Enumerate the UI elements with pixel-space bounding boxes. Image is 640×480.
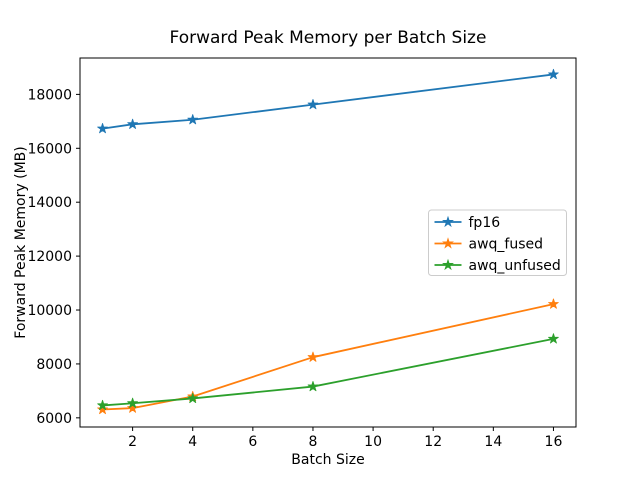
data-point-marker-awq_unfused bbox=[307, 380, 319, 392]
data-point-marker-awq_fused bbox=[97, 403, 108, 415]
legend-marker bbox=[442, 237, 454, 249]
legend-label: awq_fused bbox=[469, 237, 544, 253]
x-tick-label: 2 bbox=[128, 434, 137, 450]
x-tick-label: 14 bbox=[484, 434, 502, 450]
legend-entry-awq_unfused: awq_unfused bbox=[434, 258, 561, 274]
y-tick-label: 6000 bbox=[36, 411, 72, 427]
y-tick-label: 14000 bbox=[27, 195, 72, 211]
data-point-marker-awq_unfused bbox=[187, 392, 199, 404]
x-tick-label: 4 bbox=[188, 434, 197, 450]
data-point-marker-awq_fused bbox=[127, 402, 138, 413]
data-point-marker-awq_fused bbox=[548, 298, 559, 309]
x-tick-label: 8 bbox=[309, 434, 318, 450]
data-point-marker-awq_unfused bbox=[548, 333, 559, 344]
data-point-marker-fp16 bbox=[127, 118, 138, 129]
series-fp16 bbox=[97, 68, 559, 134]
plot-frame bbox=[79, 57, 577, 428]
legend-entry-fp16: fp16 bbox=[434, 215, 501, 231]
data-point-marker-awq_fused bbox=[307, 351, 319, 362]
data-point-marker-awq_unfused bbox=[127, 397, 138, 408]
data-point-marker-fp16 bbox=[97, 123, 108, 134]
x-tick-label: 16 bbox=[545, 434, 563, 450]
x-tick-label: 10 bbox=[364, 434, 382, 450]
y-tick-label: 16000 bbox=[27, 141, 72, 157]
y-tick-label: 10000 bbox=[27, 303, 72, 319]
data-point-marker-awq_unfused bbox=[97, 399, 108, 411]
ticks-layer: 2 4 6 8 10 12 14 16 6000 8000 10000 12000 14000 16000… bbox=[27, 87, 562, 450]
legend-box bbox=[428, 209, 567, 276]
series-layer bbox=[97, 68, 559, 415]
y-tick-label: 12000 bbox=[27, 249, 72, 265]
series-awq_unfused bbox=[97, 333, 559, 411]
y-tick-label: 18000 bbox=[27, 87, 72, 103]
legend-marker bbox=[442, 215, 454, 228]
y-tick-label: 8000 bbox=[36, 357, 72, 373]
data-point-marker-fp16 bbox=[548, 68, 559, 80]
y-axis-label: Forward Peak Memory (MB) bbox=[13, 146, 29, 338]
chart-title: Forward Peak Memory per Batch Size bbox=[170, 28, 487, 48]
legend-entry-awq_fused: awq_fused bbox=[434, 237, 544, 253]
legend-label: awq_unfused bbox=[469, 258, 561, 274]
data-point-marker-fp16 bbox=[187, 114, 199, 125]
x-tick-label: 6 bbox=[248, 434, 257, 450]
legend: fp16 awq_fused awq_unfused bbox=[428, 209, 567, 276]
x-tick-label: 12 bbox=[424, 434, 442, 450]
legend-label: fp16 bbox=[469, 215, 501, 231]
data-point-marker-fp16 bbox=[307, 99, 319, 110]
x-axis-label: Batch Size bbox=[291, 452, 364, 468]
legend-marker bbox=[442, 258, 454, 271]
